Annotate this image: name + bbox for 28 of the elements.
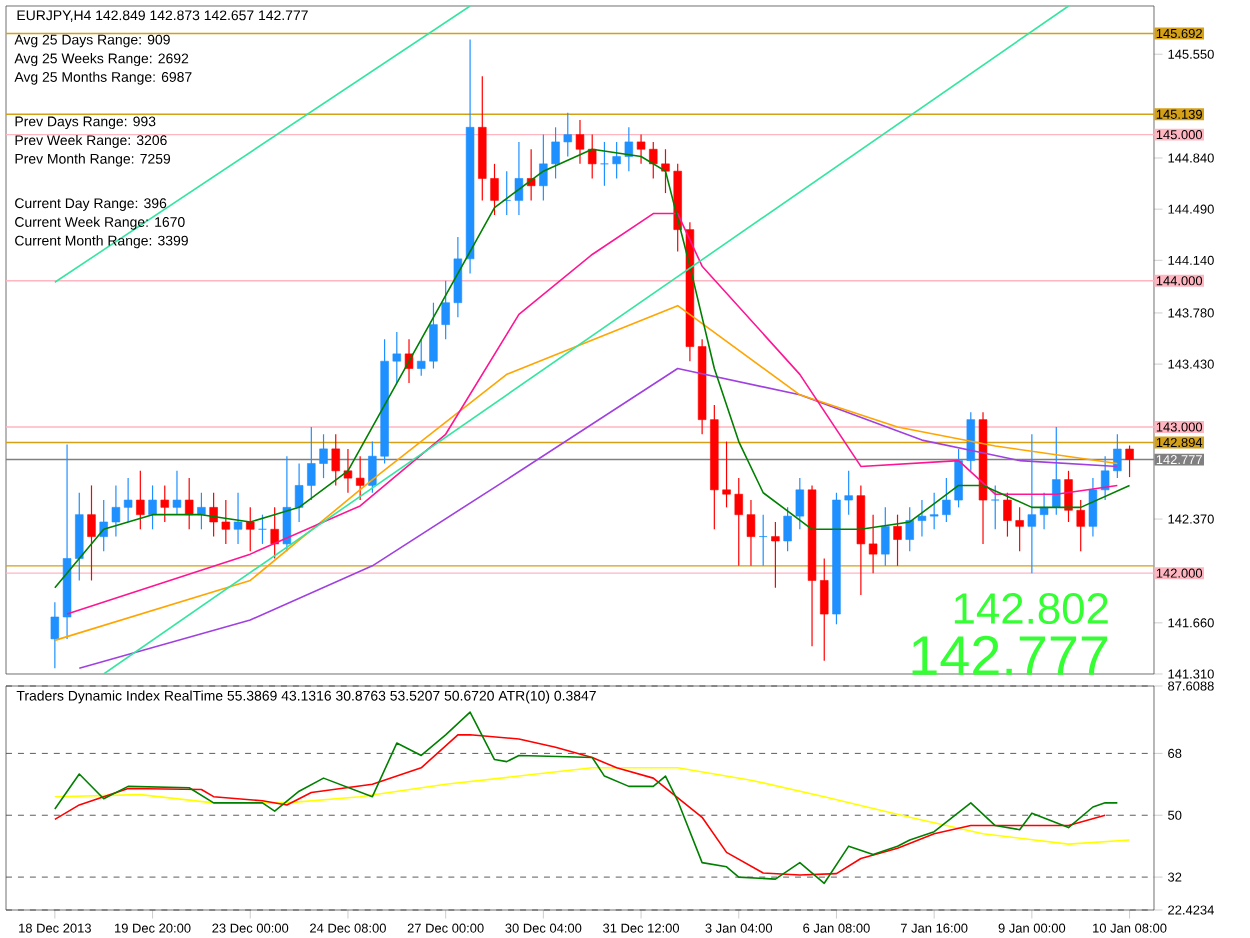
candlestick	[148, 484, 157, 530]
candlestick	[197, 492, 206, 530]
candlestick	[233, 492, 243, 545]
candlestick	[87, 484, 96, 582]
candlestick	[868, 514, 878, 574]
candlestick	[123, 477, 133, 523]
candlestick	[881, 506, 890, 567]
candlestick	[136, 470, 145, 530]
line-series	[54, 767, 1131, 845]
candlestick	[1125, 444, 1134, 478]
candlestick	[172, 470, 182, 516]
candlestick	[600, 141, 609, 187]
candlestick	[282, 455, 292, 552]
candlestick	[771, 521, 780, 589]
candlestick	[160, 484, 169, 523]
candlestick	[1027, 433, 1037, 574]
candlestick	[184, 477, 194, 530]
candlestick	[1052, 426, 1061, 516]
candlestick	[246, 506, 255, 552]
annotation: 142.802	[954, 592, 1108, 625]
candlestick	[1039, 492, 1049, 530]
candlestick	[991, 484, 1000, 530]
candlestick	[893, 514, 902, 567]
annotation: 142.777	[912, 635, 1108, 675]
line-series	[54, 711, 1119, 885]
candlestick	[1088, 477, 1098, 538]
candlestick	[50, 601, 60, 669]
candlestick	[270, 506, 279, 560]
